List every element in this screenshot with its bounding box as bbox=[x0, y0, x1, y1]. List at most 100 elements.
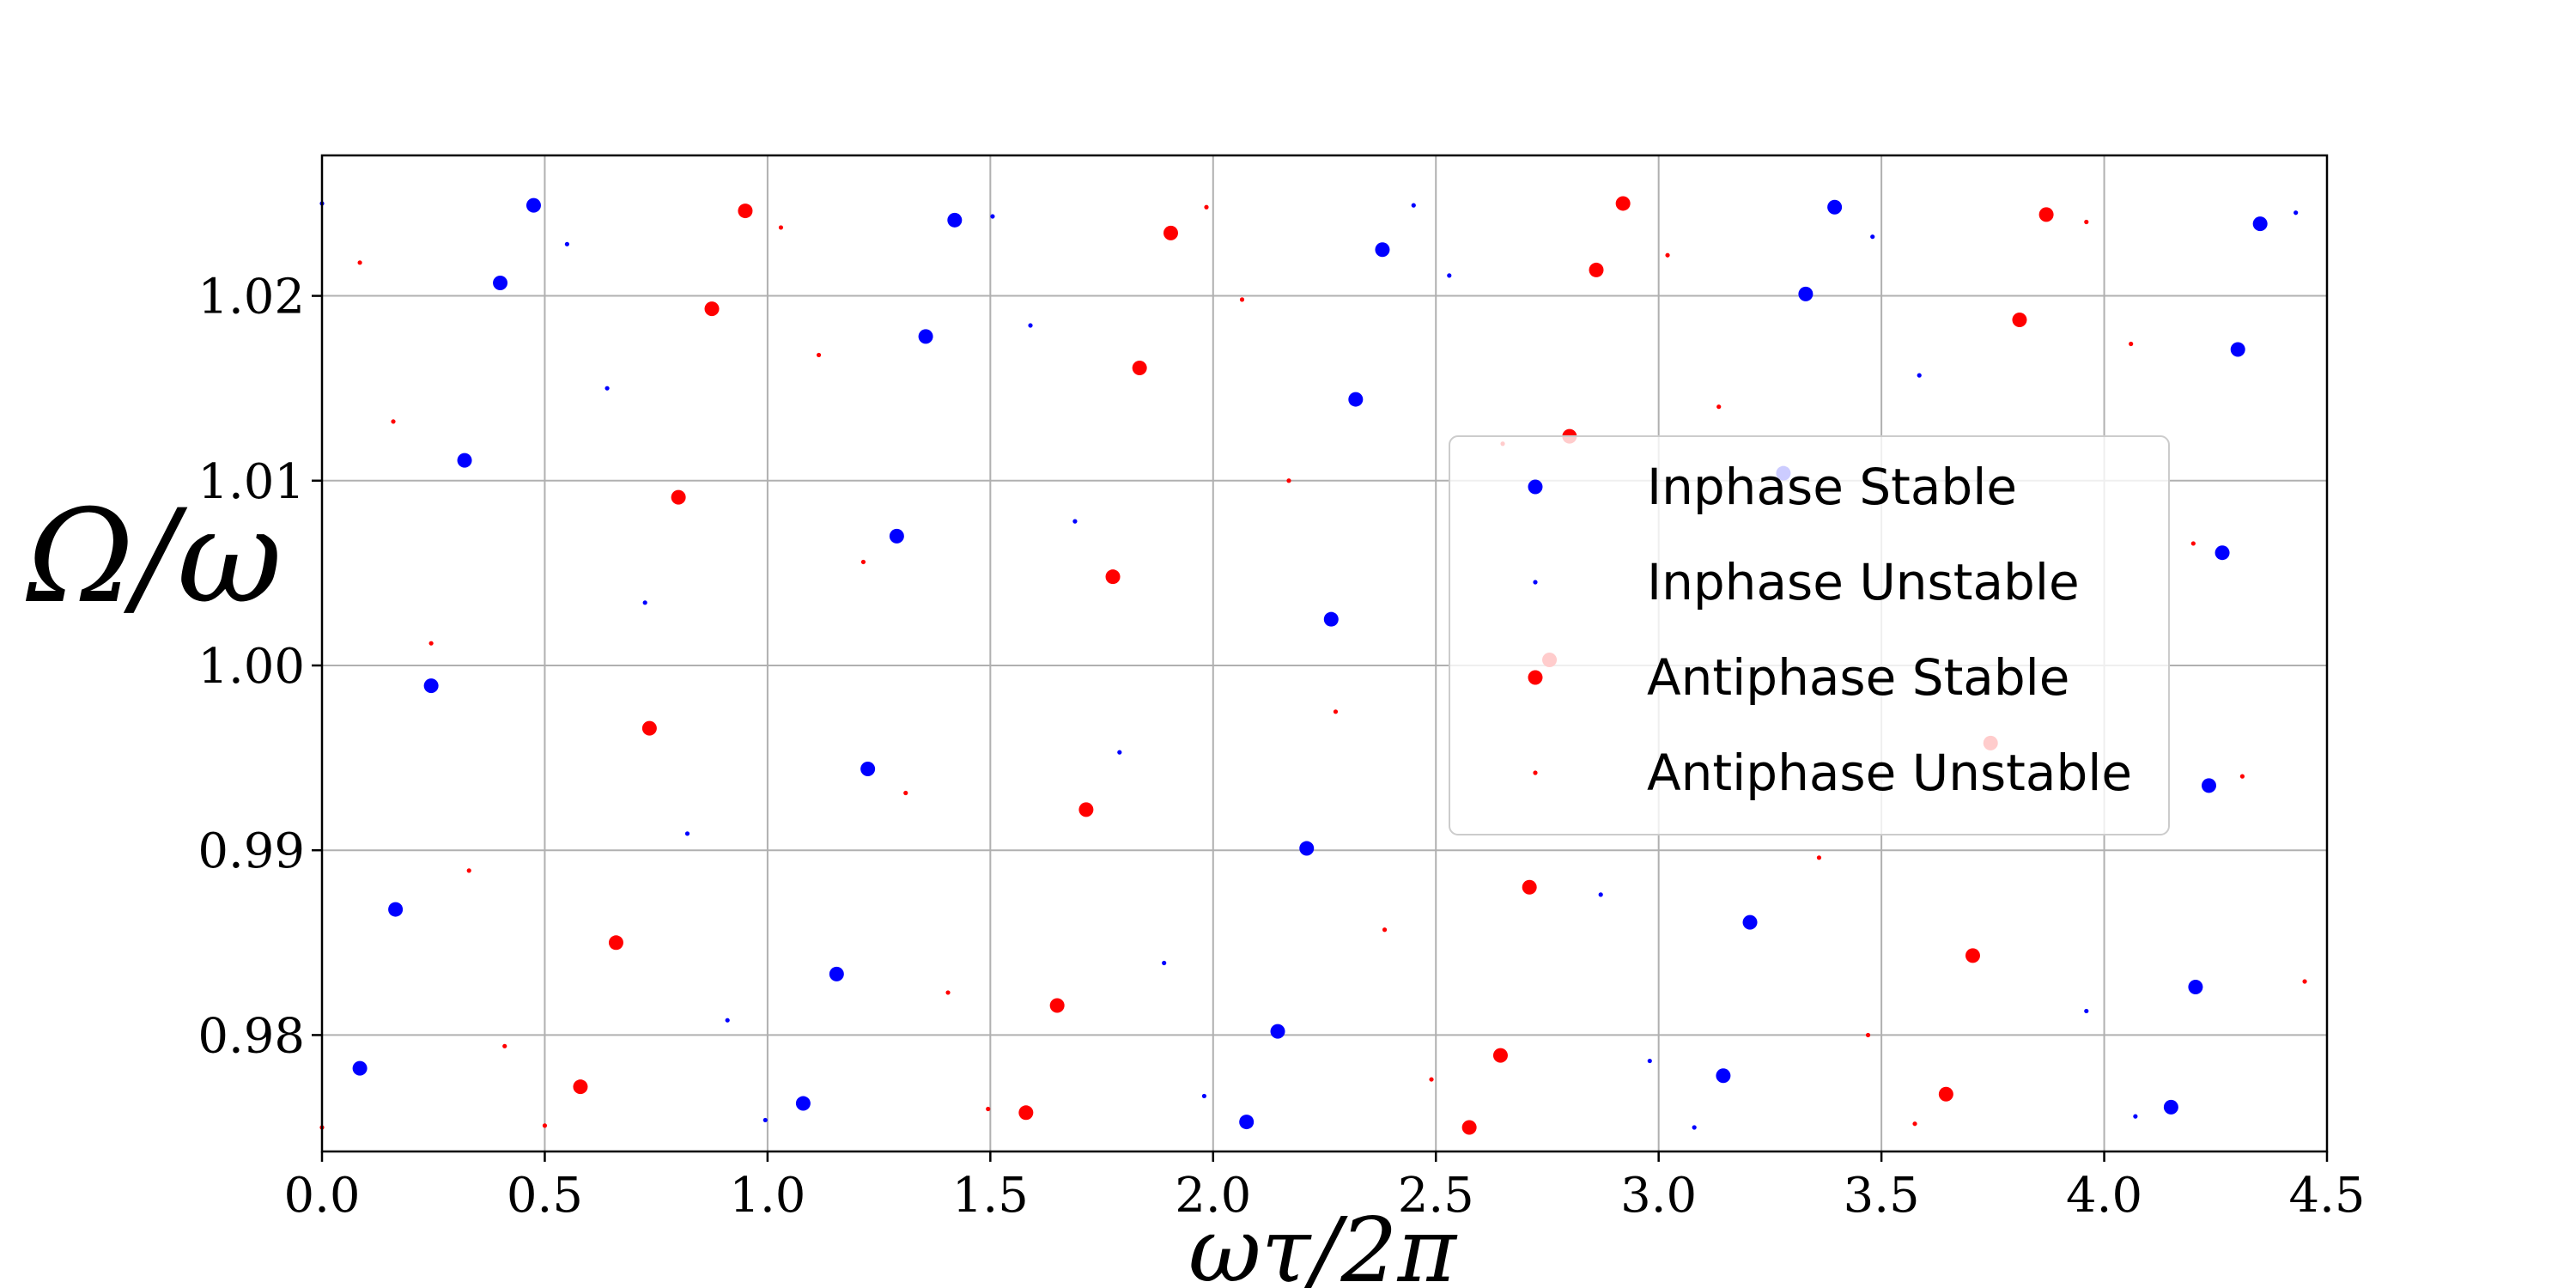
data-point bbox=[990, 214, 995, 219]
data-point bbox=[1078, 802, 1094, 817]
data-point bbox=[986, 1106, 991, 1112]
y-tick-label: 1.02 bbox=[197, 270, 305, 325]
data-point bbox=[2230, 342, 2245, 357]
data-point bbox=[641, 720, 657, 736]
y-tick-label: 0.98 bbox=[197, 1008, 305, 1064]
data-point bbox=[1589, 262, 1604, 277]
data-point bbox=[795, 1096, 811, 1111]
data-point bbox=[1865, 1032, 1871, 1038]
data-point bbox=[1018, 1105, 1034, 1121]
x-tick-label: 4.0 bbox=[2066, 1168, 2142, 1224]
data-point bbox=[1072, 519, 1078, 524]
data-point bbox=[1870, 234, 1875, 240]
x-tick-label: 2.5 bbox=[1398, 1168, 1474, 1224]
legend-marker bbox=[1528, 479, 1543, 495]
data-point bbox=[1323, 611, 1339, 627]
data-point bbox=[1105, 569, 1121, 585]
data-point bbox=[1665, 252, 1670, 258]
y-axis-label: Ω/ω bbox=[25, 483, 282, 632]
data-point bbox=[2188, 979, 2203, 994]
data-point bbox=[816, 352, 822, 358]
x-tick-label: 0.5 bbox=[507, 1168, 583, 1224]
x-tick-label: 1.5 bbox=[952, 1168, 1029, 1224]
data-point bbox=[1692, 1125, 1697, 1130]
data-point bbox=[778, 225, 784, 230]
data-point bbox=[1204, 204, 1209, 210]
data-point bbox=[357, 260, 362, 265]
data-point bbox=[428, 641, 434, 646]
legend-label: Inphase Unstable bbox=[1647, 553, 2080, 611]
legend-entries: Inphase Stable Inphase Unstable Antiphase … bbox=[1528, 458, 2132, 802]
data-point bbox=[493, 275, 508, 290]
data-point bbox=[1917, 373, 1922, 378]
data-point bbox=[1028, 323, 1033, 328]
x-tick-label: 3.0 bbox=[1620, 1168, 1697, 1224]
data-point bbox=[1333, 709, 1339, 714]
data-point bbox=[947, 212, 963, 228]
data-point bbox=[1461, 1120, 1477, 1135]
data-point bbox=[1522, 879, 1537, 895]
data-point bbox=[671, 489, 686, 505]
data-point bbox=[2239, 774, 2245, 779]
data-point bbox=[889, 528, 904, 544]
x-axis-ticks: 0.0 0.5 1.0 1.5 2.0 2.5 3.0 3.5 4.0 4.5 bbox=[283, 1151, 2366, 1224]
legend-marker bbox=[1528, 670, 1543, 685]
x-tick-label: 2.0 bbox=[1175, 1168, 1251, 1224]
data-point bbox=[1382, 927, 1388, 933]
data-point bbox=[684, 831, 690, 836]
data-point bbox=[502, 1043, 507, 1048]
plot-frame bbox=[320, 154, 2329, 1153]
y-tick-label: 1.01 bbox=[197, 454, 305, 510]
data-point bbox=[1647, 1058, 1652, 1064]
data-point bbox=[2038, 207, 2054, 222]
data-point bbox=[2201, 778, 2216, 793]
data-point bbox=[1270, 1024, 1285, 1039]
data-point bbox=[1816, 855, 1822, 860]
data-point bbox=[1492, 1048, 1508, 1063]
data-point bbox=[2129, 341, 2134, 347]
data-point bbox=[1429, 1077, 1434, 1082]
data-point bbox=[1447, 273, 1452, 278]
data-point bbox=[725, 1018, 730, 1023]
x-tick-label: 0.0 bbox=[283, 1168, 360, 1224]
data-point bbox=[2084, 1008, 2089, 1014]
x-tick-label: 1.0 bbox=[729, 1168, 805, 1224]
data-point bbox=[457, 453, 472, 468]
x-axis-label: ωτ/2π bbox=[1188, 1198, 1458, 1288]
data-point bbox=[642, 600, 647, 605]
data-point bbox=[1598, 892, 1603, 897]
data-point bbox=[860, 559, 866, 565]
data-point bbox=[542, 1123, 548, 1128]
y-axis-ticks: 0.98 0.99 1.00 1.01 1.02 bbox=[197, 270, 322, 1064]
data-point bbox=[466, 868, 471, 873]
data-point bbox=[2133, 1114, 2138, 1119]
data-point bbox=[738, 204, 753, 219]
legend-marker bbox=[1533, 770, 1538, 775]
data-point bbox=[2293, 210, 2299, 216]
data-point bbox=[1411, 203, 1416, 208]
data-point bbox=[352, 1060, 368, 1076]
data-point bbox=[2163, 1099, 2178, 1115]
y-tick-label: 0.99 bbox=[197, 823, 305, 879]
data-point bbox=[423, 678, 439, 694]
legend-label: Antiphase Stable bbox=[1647, 648, 2069, 707]
data-point bbox=[526, 197, 541, 213]
data-point bbox=[2252, 216, 2268, 232]
data-point bbox=[391, 419, 396, 424]
data-point bbox=[608, 935, 623, 951]
y-tick-label: 1.00 bbox=[197, 639, 305, 695]
data-point bbox=[2215, 545, 2230, 561]
data-point bbox=[1286, 478, 1291, 483]
data-point bbox=[918, 329, 933, 344]
x-tick-label: 3.5 bbox=[1844, 1168, 1920, 1224]
data-point bbox=[1615, 196, 1631, 211]
data-point bbox=[860, 762, 876, 777]
legend: Inphase Stable Inphase Unstable Antiphase … bbox=[1449, 435, 2170, 835]
data-point bbox=[1132, 360, 1147, 375]
data-point bbox=[564, 241, 569, 246]
data-point bbox=[605, 386, 610, 391]
data-point bbox=[1117, 750, 1122, 755]
data-point bbox=[1162, 960, 1167, 966]
